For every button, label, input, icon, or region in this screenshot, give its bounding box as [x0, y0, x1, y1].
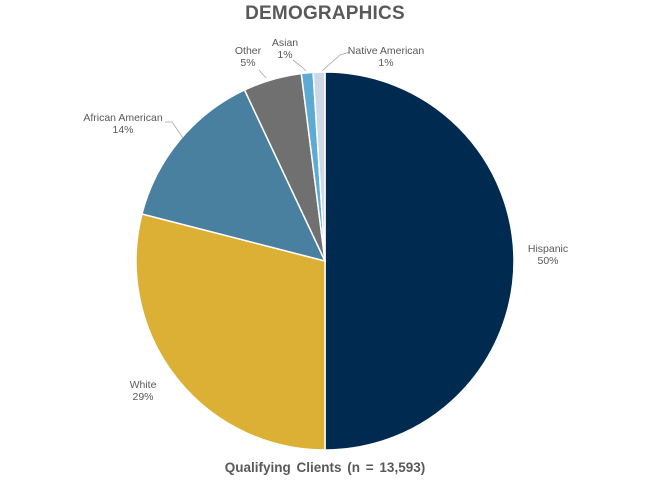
slice-value-label: 1%	[277, 49, 292, 61]
leader-line	[321, 51, 351, 72]
leader-line	[165, 121, 184, 139]
chart-title: DEMOGRAPHICS	[245, 3, 405, 24]
leader-line	[258, 69, 267, 79]
slice-label: Other	[235, 45, 262, 57]
slice-label: Hispanic	[528, 243, 568, 255]
slice-value-label: 29%	[132, 391, 153, 403]
slice-value-label: 5%	[240, 57, 255, 69]
slice-label: Native American	[348, 45, 425, 57]
pie-slice-native-american	[312, 71, 326, 262]
slice-value-label: 50%	[537, 255, 558, 267]
slice-label: Asian	[272, 37, 298, 49]
pie-slice-hispanic	[324, 71, 515, 451]
chart-subtitle: Qualifying Clients (n = 13,593)	[224, 460, 426, 475]
pie-slice-african-american	[141, 88, 327, 263]
pie-slice-white	[135, 213, 326, 451]
slice-label: African American	[83, 112, 163, 124]
slice-value-label: 1%	[378, 57, 393, 69]
leader-line	[292, 59, 307, 72]
slice-label: White	[130, 379, 157, 391]
slice-value-label: 14%	[112, 124, 133, 136]
